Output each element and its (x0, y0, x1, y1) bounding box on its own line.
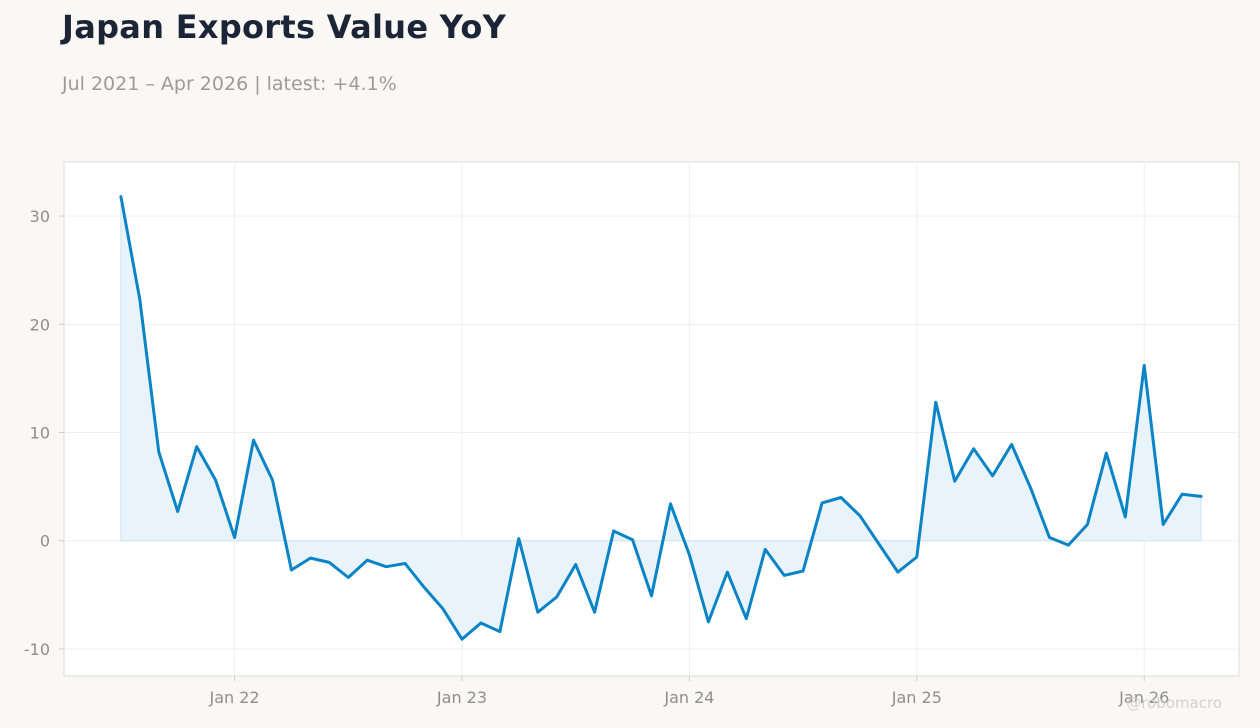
data-point (214, 479, 217, 482)
data-point (1048, 536, 1051, 539)
data-point (176, 510, 179, 513)
data-point (1067, 544, 1070, 547)
data-point (1124, 515, 1127, 518)
data-point (1162, 523, 1165, 526)
data-point (764, 548, 767, 551)
data-point (1029, 486, 1032, 489)
data-point (498, 630, 501, 633)
data-point (404, 562, 407, 565)
chart-subtitle: Jul 2021 – Apr 2026 | latest: +4.1% (62, 73, 397, 95)
x-tick-label: Jan 26 (1118, 688, 1169, 707)
data-point (536, 611, 539, 614)
y-tick-label: 30 (30, 207, 50, 226)
data-point (479, 622, 482, 625)
data-point (555, 596, 558, 599)
series-line (119, 195, 1203, 641)
y-axis: -10 0 10 20 30 (24, 207, 64, 659)
data-point (1010, 443, 1013, 446)
data-point (574, 563, 577, 566)
data-point (328, 561, 331, 564)
data-point (612, 530, 615, 533)
data-point (688, 553, 691, 556)
data-point (821, 501, 824, 504)
data-point (631, 538, 634, 541)
series-line-layer (119, 195, 1203, 641)
plot-area (63, 161, 1240, 677)
data-point (669, 502, 672, 505)
data-point (972, 447, 975, 450)
data-point (195, 445, 198, 448)
data-point (517, 537, 520, 540)
data-point (991, 474, 994, 477)
y-tick-label: 10 (30, 424, 50, 443)
data-point (119, 195, 122, 198)
data-point (802, 570, 805, 573)
data-point (1181, 493, 1184, 496)
data-point (461, 638, 464, 641)
data-point (423, 586, 426, 589)
data-point (1200, 495, 1203, 498)
data-point (1105, 452, 1108, 455)
y-tick-label: 0 (40, 532, 50, 551)
grid-lines (64, 162, 1239, 676)
x-tick-label: Jan 24 (663, 688, 714, 707)
data-point (347, 576, 350, 579)
data-point (442, 607, 445, 610)
data-point (309, 557, 312, 560)
data-point (783, 574, 786, 577)
data-point (840, 496, 843, 499)
data-point (385, 565, 388, 568)
data-point (896, 571, 899, 574)
data-point (593, 611, 596, 614)
data-point (1086, 523, 1089, 526)
x-axis: Jan 22 Jan 23 Jan 24 Jan 25 Jan 26 (209, 676, 1169, 707)
data-point (1143, 364, 1146, 367)
data-point (859, 514, 862, 517)
x-tick-label: Jan 22 (209, 688, 260, 707)
data-point (157, 451, 160, 454)
watermark-label: @robomacro (1126, 694, 1222, 712)
data-point (138, 298, 141, 301)
data-point (252, 439, 255, 442)
x-tick-label: Jan 25 (891, 688, 942, 707)
data-point (290, 569, 293, 572)
data-point (271, 479, 274, 482)
data-point (915, 556, 918, 559)
data-point (726, 571, 729, 574)
data-point (233, 536, 236, 539)
x-tick-label: Jan 23 (436, 688, 487, 707)
data-point (707, 620, 710, 623)
y-tick-label: -10 (24, 640, 50, 659)
data-point (366, 559, 369, 562)
data-point (877, 543, 880, 546)
chart-title: Japan Exports Value YoY (62, 8, 507, 46)
data-point (745, 617, 748, 620)
data-point (934, 401, 937, 404)
data-point (650, 594, 653, 597)
data-point (953, 480, 956, 483)
y-tick-label: 20 (30, 315, 50, 334)
